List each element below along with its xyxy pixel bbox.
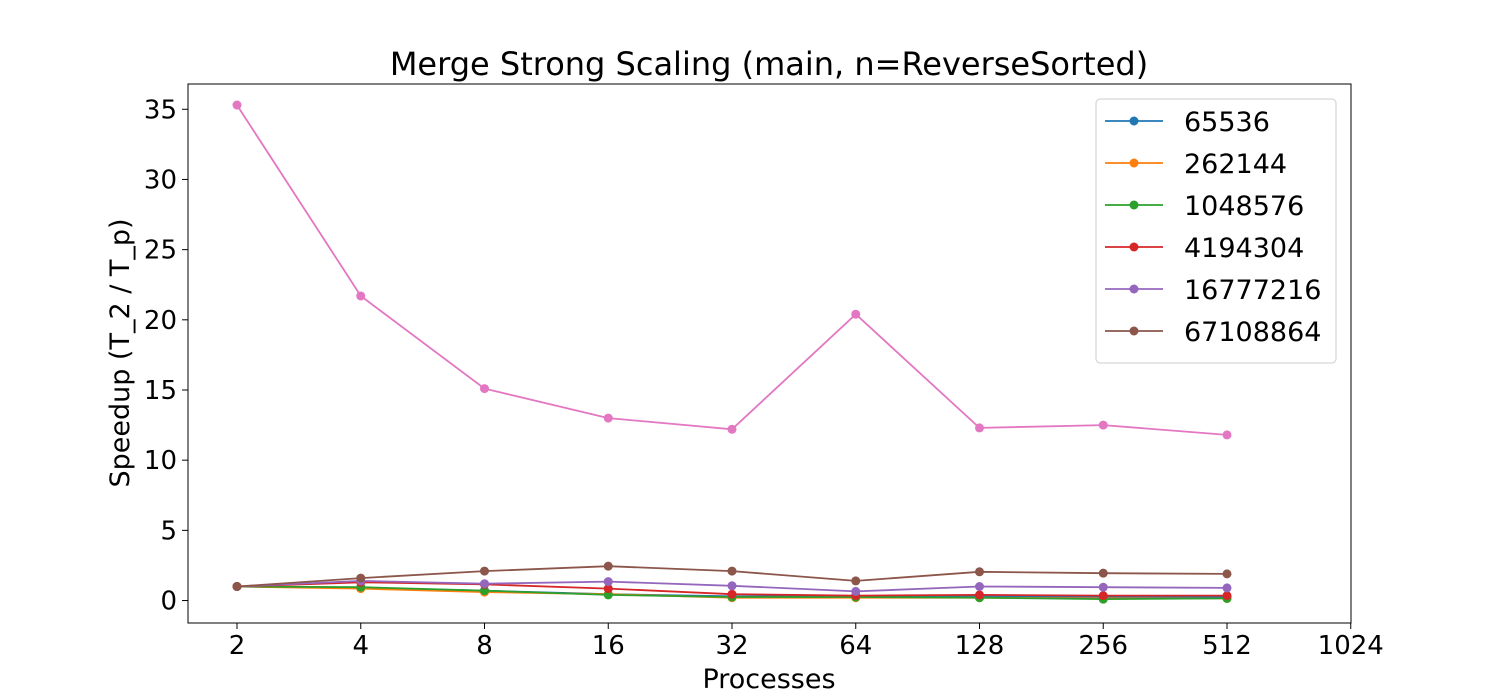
data-point-67108864 (975, 567, 984, 577)
legend-marker (1129, 242, 1139, 252)
data-point-4194304 (1222, 591, 1232, 601)
x-axis-label: Processes (702, 664, 835, 695)
x-tick-label: 64 (839, 631, 872, 661)
data-point-4194304 (975, 590, 984, 600)
data-point-67108864 (232, 582, 242, 592)
y-tick-label: 30 (144, 165, 177, 195)
x-tick-label: 32 (715, 631, 748, 661)
legend: 65536 262144 1048576 4194304 16777216 6710886… (1095, 98, 1337, 364)
series-line-unlabeled (236, 104, 1228, 436)
data-point-4194304 (1098, 591, 1108, 601)
data-point-67108864 (356, 573, 366, 583)
data-point-1048576 (480, 586, 489, 596)
x-tick-label: 8 (476, 631, 493, 661)
data-point-16777216 (1222, 583, 1232, 593)
x-tick-label: 512 (1202, 631, 1252, 661)
data-point-unlabeled (1222, 430, 1232, 440)
data-point-unlabeled (232, 100, 242, 110)
data-point-unlabeled (356, 291, 366, 301)
x-tick-label: 128 (955, 631, 1005, 661)
y-tick-label: 0 (160, 587, 177, 617)
legend-marker (1129, 284, 1139, 294)
data-point-16777216 (1098, 582, 1108, 592)
legend-marker (1129, 200, 1139, 210)
x-tick-label: 4 (352, 631, 369, 661)
data-point-4194304 (603, 584, 613, 594)
data-point-16777216 (851, 586, 861, 596)
data-point-16777216 (975, 582, 984, 592)
data-point-67108864 (1222, 569, 1232, 579)
y-tick-label: 25 (144, 236, 177, 266)
data-point-unlabeled (975, 423, 984, 433)
legend-box (1095, 98, 1337, 364)
legend-label: 4194304 (1184, 233, 1304, 264)
y-tick-label: 10 (144, 446, 177, 476)
y-tick-label: 15 (144, 376, 177, 406)
y-tick-label: 5 (160, 516, 177, 546)
x-tick-label: 256 (1078, 631, 1128, 661)
data-point-16777216 (480, 579, 489, 589)
plot-frame (187, 83, 1352, 624)
legend-label: 1048576 (1184, 191, 1304, 222)
y-tick-label: 35 (144, 95, 177, 125)
plot-area: 2 4 8 16 32 64 128 256 512 1024 0 5 10 15 20 25 30 35 (144, 83, 1384, 661)
chart-title: Merge Strong Scaling (main, n=ReverseSor… (390, 45, 1148, 83)
legend-label: 262144 (1184, 149, 1287, 180)
y-tick-label: 20 (144, 306, 177, 336)
data-point-unlabeled (480, 384, 489, 394)
legend-label: 16777216 (1184, 275, 1321, 306)
data-point-16777216 (603, 577, 613, 587)
data-point-unlabeled (727, 424, 737, 434)
data-point-unlabeled (1098, 420, 1108, 430)
legend-marker (1129, 326, 1139, 336)
legend-label: 65536 (1184, 107, 1270, 138)
data-point-16777216 (727, 581, 737, 591)
data-point-67108864 (1098, 568, 1108, 578)
data-point-4194304 (727, 589, 737, 599)
legend-marker (1129, 158, 1139, 168)
legend-label: 67108864 (1184, 317, 1321, 348)
data-point-1048576 (603, 590, 613, 600)
data-point-67108864 (851, 576, 861, 586)
x-tick-label: 2 (229, 631, 246, 661)
data-point-67108864 (727, 566, 737, 576)
y-axis-label: Speedup (T_2 / T_p) (105, 218, 136, 487)
x-tick-label: 16 (592, 631, 625, 661)
data-point-67108864 (480, 566, 489, 576)
data-point-unlabeled (603, 413, 613, 423)
legend-marker (1129, 116, 1139, 126)
data-point-67108864 (603, 561, 613, 571)
x-tick-label: 1024 (1318, 631, 1384, 661)
data-point-unlabeled (851, 309, 861, 319)
